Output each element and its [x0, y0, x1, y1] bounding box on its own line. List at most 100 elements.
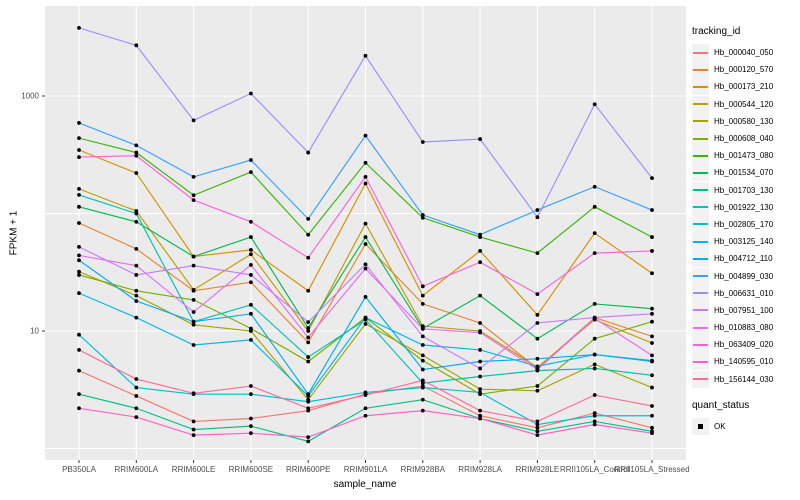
data-point [363, 262, 368, 267]
x-tick-label: RRIM901LA [344, 465, 388, 474]
x-tick-label: RRIM600PE [286, 465, 330, 474]
data-point [306, 340, 311, 345]
legend-item-label: Hb_000580_130 [714, 116, 774, 126]
data-point [134, 394, 139, 398]
data-point [478, 359, 482, 364]
legend-item-label: Hb_003125_140 [714, 237, 774, 247]
data-point [478, 293, 482, 298]
data-point [306, 150, 311, 155]
data-point [249, 280, 253, 285]
line-swatch-icon [692, 233, 709, 251]
line-swatch-icon [692, 95, 709, 113]
legend-item-Hb_000580_130: Hb_000580_130 [692, 112, 798, 130]
data-point [249, 252, 253, 257]
line-swatch-icon [692, 370, 709, 388]
data-point [363, 53, 368, 58]
data-point [363, 295, 368, 299]
data-point [420, 358, 425, 363]
data-point [650, 249, 654, 253]
data-point [77, 244, 81, 249]
line-swatch-icon [692, 319, 709, 337]
line-swatch-icon [692, 130, 709, 148]
legend-item-label: Hb_000608_040 [714, 134, 774, 144]
x-tick-label: RRIM600LA [115, 465, 159, 474]
data-point [134, 171, 139, 175]
data-point [306, 255, 311, 260]
legend-item-Hb_004899_030: Hb_004899_030 [692, 267, 798, 285]
data-point [77, 368, 81, 373]
legend-item-Hb_002805_170: Hb_002805_170 [692, 215, 798, 233]
data-point [650, 413, 654, 418]
legend-item-label: Hb_001703_130 [714, 185, 774, 195]
line-swatch-icon [692, 336, 709, 354]
x-tick-label: RRIM600LE [172, 465, 216, 474]
data-point [191, 427, 196, 432]
data-point [420, 334, 425, 339]
data-point [77, 269, 81, 274]
data-point [249, 416, 253, 421]
data-point [535, 429, 540, 434]
data-point [306, 216, 311, 221]
data-point [306, 320, 311, 325]
legend-item-label: Hb_000173_210 [714, 82, 774, 92]
legend-item-Hb_063409_020: Hb_063409_020 [692, 336, 798, 354]
legend2-title: quant_status [692, 400, 750, 411]
data-point [420, 385, 425, 390]
data-point [191, 174, 196, 179]
line-swatch-icon [692, 44, 709, 62]
data-point [249, 311, 253, 316]
data-point [420, 302, 425, 306]
data-point [134, 293, 139, 298]
data-point [134, 150, 139, 155]
data-point [478, 260, 482, 265]
legend-item-Hb_003125_140: Hb_003125_140 [692, 233, 798, 251]
data-point [592, 422, 597, 427]
line-swatch-icon [692, 267, 709, 285]
data-point [77, 253, 81, 258]
data-point [77, 332, 81, 337]
data-point [420, 215, 425, 220]
data-point [306, 439, 311, 444]
data-point [592, 419, 597, 424]
line-swatch-icon [692, 147, 709, 165]
legend-tracking-id: tracking_id Hb_000040_050 Hb_000120_570 Hb… [692, 26, 798, 388]
data-point [191, 343, 196, 347]
data-point [249, 170, 253, 175]
data-point [363, 413, 368, 418]
data-point [535, 367, 540, 372]
data-point [650, 353, 654, 358]
data-point [420, 327, 425, 331]
data-point [134, 263, 139, 268]
data-point [478, 249, 482, 253]
data-point [650, 319, 654, 324]
legend-item-label: OK [714, 422, 726, 432]
data-point [478, 374, 482, 379]
data-point [478, 413, 482, 418]
data-point [249, 337, 253, 342]
data-point [478, 348, 482, 352]
y-tick-label: 1000 [21, 92, 39, 101]
data-point [650, 176, 654, 181]
data-point [363, 221, 368, 226]
data-point [535, 321, 540, 325]
legend-item-Hb_156144_030: Hb_156144_030 [692, 370, 798, 388]
data-point [650, 271, 654, 276]
legend-item-Hb_001922_130: Hb_001922_130 [692, 198, 798, 216]
data-point [134, 415, 139, 420]
data-point [306, 399, 311, 404]
data-point [478, 232, 482, 237]
data-point [77, 291, 81, 296]
data-point [77, 155, 81, 159]
data-point [306, 435, 311, 440]
line-swatch-icon [692, 284, 709, 302]
legend-item-Hb_004712_110: Hb_004712_110 [692, 250, 798, 268]
data-point [650, 404, 654, 408]
data-point [191, 287, 196, 292]
legend-item-label: Hb_000120_570 [714, 65, 774, 75]
data-point [306, 326, 311, 330]
data-point [306, 288, 311, 293]
data-point [191, 319, 196, 324]
data-point [535, 292, 540, 297]
